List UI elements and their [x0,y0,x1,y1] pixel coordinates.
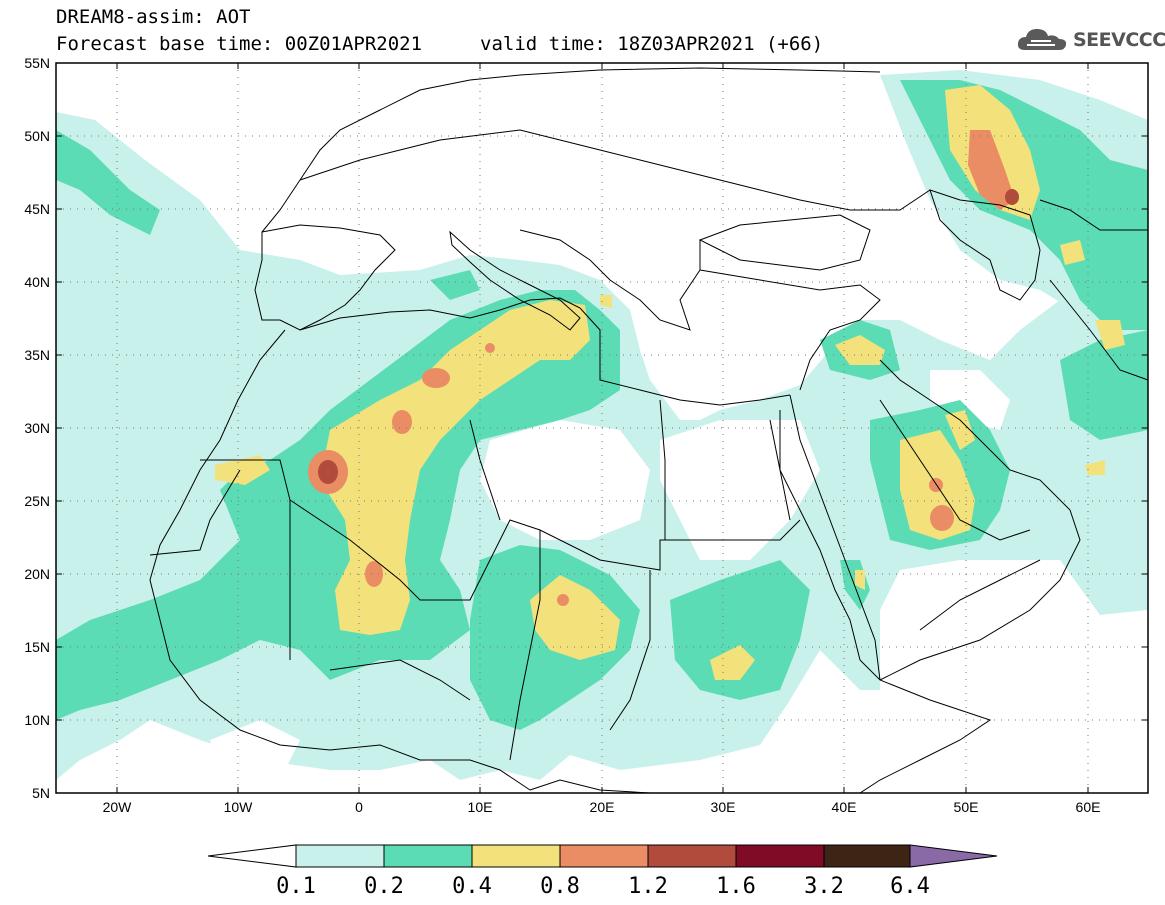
forecast-base-time: Forecast base time: 00Z01APR2021 [56,33,423,55]
colorbar-segment [383,844,473,868]
colorbar-label: 6.4 [890,874,930,899]
colorbar-high-triangle [909,844,998,868]
coastlines [149,67,1148,793]
logo-text: SEEVCCC [1073,29,1165,51]
lon-label: 60E [1076,799,1101,815]
lat-label: 50N [24,128,50,144]
lon-label: 10E [468,799,493,815]
lat-label: 5N [32,785,50,801]
axis-ticks [56,62,1148,794]
colorbar-segment [471,844,561,868]
lat-label: 25N [24,493,50,509]
lon-label: 20W [103,799,133,815]
latitude-labels: 55N 50N 45N 40N 35N 30N 25N 20N 15N 10N … [24,55,50,801]
colorbar-low-triangle [207,844,297,868]
longitude-labels: 20W 10W 0 10E 20E 30E 40E 50E 60E [103,799,1101,815]
lon-label: 40E [832,799,857,815]
lat-label: 10N [24,712,50,728]
lon-label: 30E [711,799,736,815]
colorbar-label: 0.8 [540,874,580,899]
aot-level-1.2 [318,189,1019,484]
colorbar-segment [295,844,385,868]
colorbar-label: 3.2 [804,874,844,899]
colorbar-label: 1.6 [716,874,756,899]
colorbar-segment [647,844,737,868]
cloud-icon [1017,29,1067,50]
colorbar-label: 0.1 [276,874,316,899]
lat-label: 45N [24,201,50,217]
lat-label: 40N [24,274,50,290]
colorbar-label: 0.2 [364,874,404,899]
colorbar-label: 0.4 [452,874,492,899]
lon-label: 20E [590,799,615,815]
colorbar-label: 1.2 [628,874,668,899]
colorbar-segment [559,844,649,868]
lon-label: 0 [355,799,363,815]
colorbar-segment [735,844,825,868]
chart-title: DREAM8-assim: AOT [56,6,251,28]
colorbar: 0.1 0.2 0.4 0.8 1.2 1.6 3.2 6.4 [207,844,998,899]
lat-label: 15N [24,639,50,655]
valid-time: valid time: 18Z03APR2021 (+66) [480,33,824,55]
lat-label: 20N [24,566,50,582]
lon-label: 50E [954,799,979,815]
lat-label: 35N [24,347,50,363]
gridlines [56,63,1148,793]
colorbar-segment [823,844,911,868]
seevccc-logo: SEEVCCC [1015,22,1165,58]
lat-label: 30N [24,420,50,436]
lon-label: 10W [224,799,254,815]
lat-label: 55N [24,55,50,71]
